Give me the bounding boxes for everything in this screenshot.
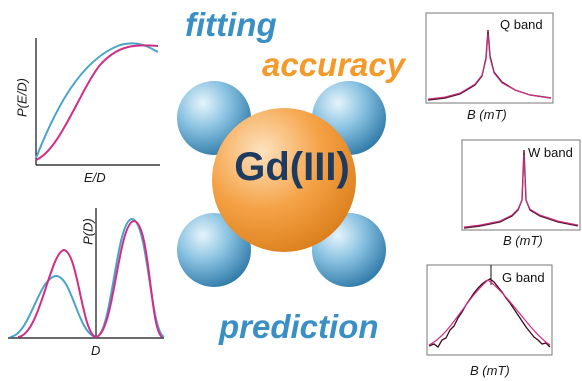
sphere-bottom-left — [177, 213, 251, 287]
g-frame — [426, 264, 553, 356]
g-spectrum-fit — [428, 279, 551, 346]
pd-panel — [8, 208, 165, 339]
g-band-panel — [426, 264, 553, 356]
q-band-panel — [425, 12, 554, 104]
sphere-center — [212, 108, 356, 252]
ped-xlabel: E/D — [84, 170, 106, 185]
q-spectrum-fit — [427, 33, 552, 100]
ped-ylabel: P(E/D) — [14, 78, 30, 117]
q-xlabel: B (mT) — [467, 107, 507, 122]
w-spectrum-fit — [463, 154, 579, 228]
ped-curve-cyan — [35, 42, 159, 159]
fitting-word: fitting — [185, 6, 277, 43]
w-band-label: W band — [528, 145, 573, 160]
prediction-word: prediction — [219, 308, 379, 345]
g-spectrum-dark — [428, 278, 551, 348]
gd-label: Gd(III) — [234, 145, 350, 189]
w-frame — [461, 139, 581, 231]
pd-xlabel: D — [91, 343, 101, 358]
gd-complex-illustration — [177, 81, 386, 287]
ped-curve-magenta — [35, 44, 159, 161]
pd-ylabel: P(D) — [80, 218, 96, 245]
g-band-label: G band — [502, 270, 545, 285]
w-band-panel — [461, 139, 581, 231]
g-xlabel: B (mT) — [470, 363, 510, 378]
pd-curve-magenta — [17, 219, 163, 339]
accuracy-word: accuracy — [262, 46, 406, 83]
q-band-label: Q band — [500, 17, 543, 32]
ped-panel — [35, 38, 160, 166]
w-xlabel: B (mT) — [503, 233, 543, 248]
